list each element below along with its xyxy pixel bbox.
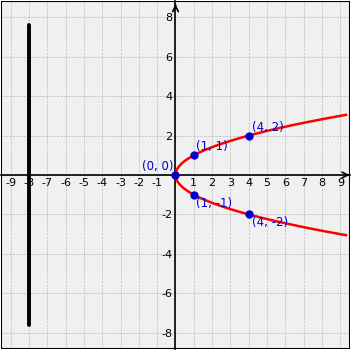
Point xyxy=(191,192,197,197)
Text: (4, 2): (4, 2) xyxy=(252,120,283,134)
Point xyxy=(173,172,178,178)
Text: (4, -2): (4, -2) xyxy=(252,216,288,230)
Point xyxy=(246,133,252,138)
Text: (1, 1): (1, 1) xyxy=(196,140,228,153)
Point xyxy=(191,153,197,158)
Text: (0, 0): (0, 0) xyxy=(142,160,173,173)
Point xyxy=(246,212,252,217)
Text: (1, -1): (1, -1) xyxy=(196,197,232,210)
